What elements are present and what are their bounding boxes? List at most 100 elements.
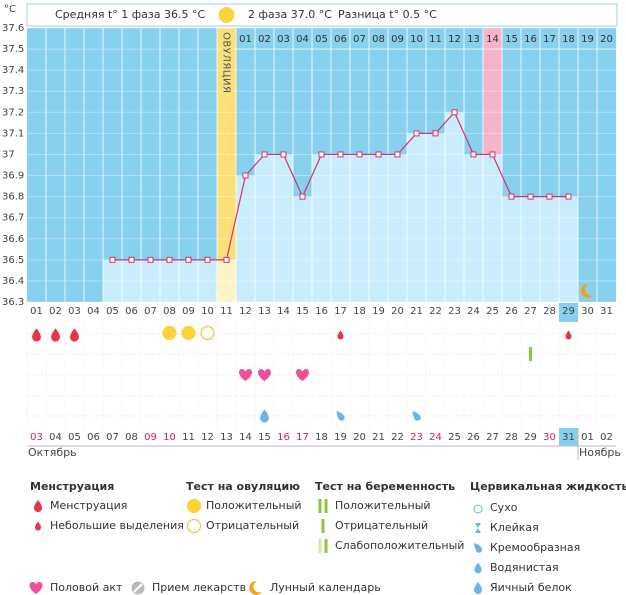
temperature-point [527,193,534,200]
legend-icon [473,504,483,514]
temperature-point [109,256,116,263]
temperature-bar [198,259,217,302]
x-tick-label: 26 [505,306,518,317]
ovulation-label: ОВУЛЯЦИЯ [221,32,232,94]
temperature-point [128,256,135,263]
x-tick-label: 14 [277,306,290,317]
x-tick-label: 28 [543,306,556,317]
x-tick-label: 01 [30,306,43,317]
x-tick-label: 17 [334,306,347,317]
temperature-point [508,193,515,200]
phase2-day: 01 [239,34,252,45]
menstruation-icon [51,328,60,342]
phase2-day: 06 [334,34,347,45]
temperature-point [394,151,401,158]
x-tick-label: 06 [125,306,138,317]
temperature-bar [103,259,122,302]
x-tick-label: 02 [49,306,62,317]
x-tick-label: 11 [220,306,233,317]
temperature-difference: Разница t° 0.5 °C [338,8,437,21]
x-tick-label: 23 [448,306,461,317]
phase2-day: 18 [562,34,575,45]
y-tick-label: 37.3 [2,86,24,97]
date-label: 06 [87,432,100,443]
menstruation-icon [32,328,41,342]
phase2-day: 13 [467,34,480,45]
y-tick-label: 37 [2,149,15,160]
date-label: 30 [543,432,556,443]
temperature-point [166,256,173,263]
temperature-point [185,256,192,263]
legend-icon [318,539,322,553]
temperature-bar [274,154,293,302]
ovulation-test-positive [162,325,177,341]
x-tick-label: 16 [315,306,328,317]
temperature-bar [540,196,559,302]
legend-icon [474,543,483,553]
temperature-point [261,151,268,158]
legend-icon [133,583,143,593]
temperature-point [147,256,154,263]
temperature-bar [426,133,445,302]
ovulation-test-negative [200,325,215,341]
temperature-bar [236,175,255,302]
phase2-average: 2 фаза 37.0 °C [248,8,332,21]
x-tick-label: 09 [182,306,195,317]
temperature-bar [331,154,350,302]
temperature-point [451,109,458,116]
x-tick-label: 21 [410,306,423,317]
x-tick-label: 15 [296,306,309,317]
y-tick-label: 37.1 [2,128,24,139]
temperature-point [337,151,344,158]
x-tick-label: 18 [353,306,366,317]
temperature-point [413,130,420,137]
date-label: 11 [182,432,195,443]
phase2-day: 02 [258,34,271,45]
legend-item: Отрицательный [335,519,428,532]
legend-icon [29,582,43,594]
phase1-average: Средняя t° 1 фаза 36.5 °C [55,8,205,21]
temperature-bar [559,196,578,302]
temperature-bar [464,154,483,302]
temperature-point [375,151,382,158]
legend-icon [475,523,481,533]
y-tick-label: 36.4 [2,276,24,287]
x-tick-label: 22 [429,306,442,317]
date-label: 02 [600,432,613,443]
legend-icon [324,499,328,513]
date-label: 25 [448,432,461,443]
phase2-day: 09 [391,34,404,45]
phase2-day: 05 [315,34,328,45]
temperature-point [546,193,553,200]
date-label: 03 [30,432,43,443]
phase2-day: 19 [581,34,594,45]
date-label: 28 [505,432,518,443]
temperature-point [280,151,287,158]
y-tick-label: 36.7 [2,213,24,224]
phase2-day: 10 [410,34,423,45]
phase2-day: 07 [353,34,366,45]
cervical-egg-white [260,409,269,423]
legend-item: Кремообразная [490,541,580,554]
x-tick-label: 04 [87,306,100,317]
temperature-point [356,151,363,158]
legend-item: Лунный календарь [270,581,381,594]
x-tick-label: 07 [144,306,157,317]
date-label: 15 [258,432,271,443]
legend-item: Положительный [335,499,431,512]
date-label: 07 [106,432,119,443]
x-tick-label: 10 [201,306,214,317]
temperature-bar [312,154,331,302]
legend-icon [474,562,482,574]
legend-title: Менструация [30,480,114,493]
legend-item: Прием лекарств [152,581,246,594]
date-label: 12 [201,432,214,443]
date-label: 29 [524,432,537,443]
legend-item: Небольшие выделения [50,519,184,532]
x-tick-label: 24 [467,306,480,317]
y-tick-label: 37.4 [2,65,24,76]
spotting-icon [337,330,344,340]
date-label: 14 [239,432,252,443]
date-label: 16 [277,432,290,443]
date-label: 27 [486,432,499,443]
